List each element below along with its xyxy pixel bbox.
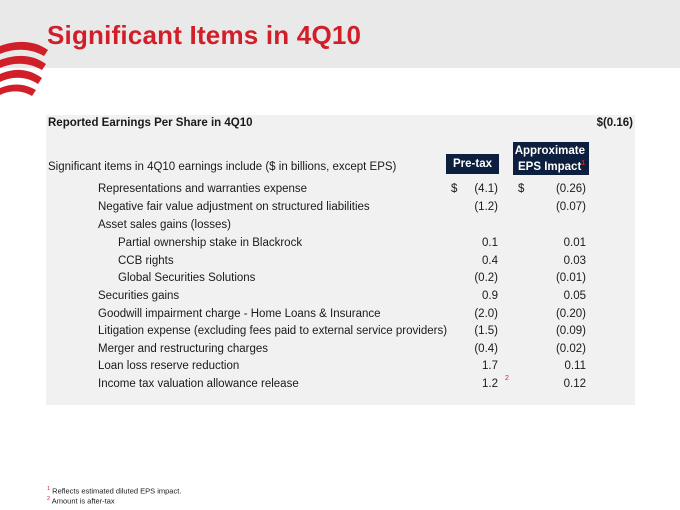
row-label: Litigation expense (excluding fees paid … bbox=[98, 325, 448, 337]
pretax-value: (1.5) bbox=[474, 325, 498, 337]
eps-impact-column-header: Approximate EPS Impact1 bbox=[513, 142, 589, 175]
pretax-column-header: Pre-tax bbox=[446, 154, 499, 174]
eps-value: (0.02) bbox=[555, 343, 586, 355]
row-label: Partial ownership stake in Blackrock bbox=[118, 237, 303, 249]
header-band bbox=[0, 0, 680, 68]
eps-value: (0.09) bbox=[555, 325, 586, 337]
reported-eps-label: Reported Earnings Per Share in 4Q10 bbox=[48, 117, 253, 129]
pretax-value: (4.1) bbox=[474, 183, 498, 195]
eps-header-line1: Approximate bbox=[514, 145, 585, 157]
pretax-value: 0.9 bbox=[482, 290, 498, 302]
eps-value: (0.07) bbox=[555, 201, 586, 213]
slide-title: Significant Items in 4Q10 bbox=[47, 20, 362, 50]
eps-value: (0.20) bbox=[555, 308, 586, 320]
row-label: Negative fair value adjustment on struct… bbox=[98, 201, 370, 213]
pretax-value: (2.0) bbox=[474, 308, 498, 320]
pretax-value: (0.4) bbox=[474, 343, 498, 355]
eps-header-footnote-marker: 1 bbox=[581, 160, 586, 167]
row-label: Loan loss reserve reduction bbox=[98, 360, 240, 372]
row-label: CCB rights bbox=[118, 255, 174, 267]
pretax-value: 0.4 bbox=[482, 255, 498, 267]
footnote-2: 2 Amount is after-tax bbox=[47, 496, 115, 506]
eps-header-line2: EPS Impact bbox=[518, 160, 582, 173]
row-label: Securities gains bbox=[98, 290, 180, 302]
eps-value: 0.01 bbox=[563, 237, 586, 249]
eps-value: (0.01) bbox=[555, 272, 586, 284]
row-label: Representations and warranties expense bbox=[98, 183, 308, 195]
row-label: Merger and restructuring charges bbox=[98, 343, 269, 355]
row-label: Goodwill impairment charge - Home Loans … bbox=[98, 308, 381, 320]
pretax-value: 1.2 bbox=[482, 378, 498, 390]
flag-logo-icon bbox=[0, 41, 48, 96]
pretax-footnote-marker: 2 bbox=[505, 375, 509, 382]
row-label: Income tax valuation allowance release bbox=[98, 378, 299, 390]
reported-eps-value: $(0.16) bbox=[596, 117, 633, 129]
eps-value: 0.11 bbox=[564, 360, 586, 372]
eps-value: 0.05 bbox=[563, 290, 586, 302]
pretax-currency: $ bbox=[451, 183, 458, 195]
pretax-value: (1.2) bbox=[474, 201, 498, 213]
row-label: Asset sales gains (losses) bbox=[98, 219, 231, 231]
row-label: Global Securities Solutions bbox=[118, 272, 256, 284]
eps-value: (0.26) bbox=[555, 183, 586, 195]
eps-value: 0.12 bbox=[563, 378, 586, 390]
pretax-value: (0.2) bbox=[474, 272, 498, 284]
significant-items-intro: Significant items in 4Q10 earnings inclu… bbox=[48, 161, 397, 173]
eps-value: 0.03 bbox=[563, 255, 586, 267]
pretax-value: 1.7 bbox=[482, 360, 498, 372]
eps-currency: $ bbox=[518, 183, 525, 195]
footnote-1: 1 Reflects estimated diluted EPS impact. bbox=[47, 486, 182, 496]
pretax-value: 0.1 bbox=[482, 237, 498, 249]
